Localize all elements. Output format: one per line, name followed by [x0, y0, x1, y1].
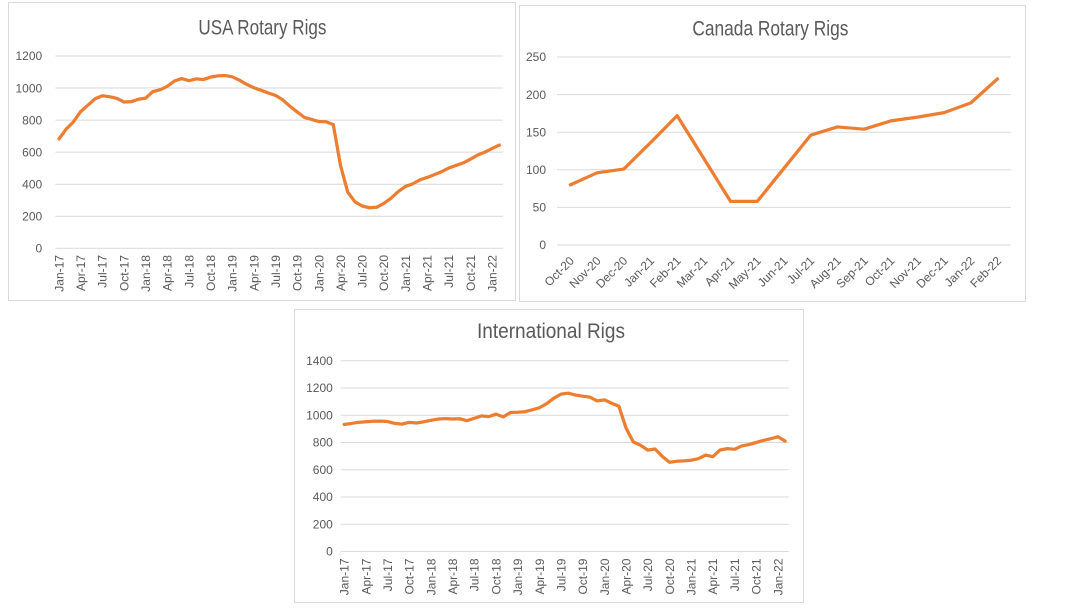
- svg-text:1200: 1200: [306, 381, 333, 395]
- svg-text:Oct-17: Oct-17: [117, 255, 131, 291]
- svg-text:Apr-18: Apr-18: [161, 255, 175, 291]
- svg-text:400: 400: [22, 177, 42, 191]
- svg-text:Oct-21: Oct-21: [464, 255, 478, 291]
- svg-text:Jan-17: Jan-17: [338, 558, 352, 595]
- svg-text:Jul-19: Jul-19: [554, 558, 568, 591]
- svg-text:1000: 1000: [306, 408, 333, 422]
- svg-text:Jan-21: Jan-21: [685, 558, 699, 595]
- svg-text:200: 200: [313, 517, 333, 531]
- svg-text:100: 100: [526, 163, 546, 177]
- svg-text:Jul-20: Jul-20: [641, 558, 655, 591]
- svg-text:Oct-20: Oct-20: [663, 558, 677, 594]
- svg-text:600: 600: [313, 463, 333, 477]
- svg-text:Jul-21: Jul-21: [728, 558, 742, 591]
- svg-text:1400: 1400: [306, 354, 333, 368]
- svg-text:Jan-22: Jan-22: [771, 558, 785, 595]
- svg-text:Oct-18: Oct-18: [489, 558, 503, 594]
- svg-text:0: 0: [326, 545, 333, 559]
- svg-text:Apr-19: Apr-19: [533, 558, 547, 594]
- svg-text:Apr-21: Apr-21: [706, 558, 720, 594]
- svg-text:Apr-18: Apr-18: [446, 558, 460, 594]
- svg-text:Jul-18: Jul-18: [468, 558, 482, 591]
- svg-text:Apr-17: Apr-17: [359, 558, 373, 594]
- svg-text:Apr-17: Apr-17: [74, 255, 88, 291]
- svg-text:Apr-21: Apr-21: [421, 255, 435, 291]
- svg-text:0: 0: [539, 238, 546, 252]
- svg-text:Jul-20: Jul-20: [356, 255, 370, 288]
- svg-text:600: 600: [22, 145, 42, 159]
- svg-text:Apr-19: Apr-19: [247, 255, 261, 291]
- svg-text:400: 400: [313, 490, 333, 504]
- svg-text:Jan-21: Jan-21: [399, 255, 413, 292]
- svg-text:Jul-21: Jul-21: [442, 255, 456, 288]
- svg-text:200: 200: [22, 209, 42, 223]
- svg-text:Jan-18: Jan-18: [424, 558, 438, 595]
- svg-text:Jan-18: Jan-18: [139, 255, 153, 292]
- svg-text:Jul-17: Jul-17: [96, 255, 110, 288]
- svg-text:1000: 1000: [15, 81, 42, 95]
- svg-text:Oct-19: Oct-19: [576, 558, 590, 594]
- svg-text:Apr-20: Apr-20: [620, 558, 634, 594]
- svg-text:Jan-17: Jan-17: [52, 255, 66, 292]
- svg-text:Jan-20: Jan-20: [312, 255, 326, 292]
- svg-text:USA Rotary Rigs: USA Rotary Rigs: [198, 16, 326, 39]
- svg-text:Apr-20: Apr-20: [334, 255, 348, 291]
- svg-text:Oct-19: Oct-19: [291, 255, 305, 291]
- svg-text:Jul-17: Jul-17: [381, 558, 395, 591]
- svg-text:Jul-18: Jul-18: [182, 255, 196, 288]
- svg-text:0: 0: [36, 242, 43, 256]
- svg-text:Canada Rotary Rigs: Canada Rotary Rigs: [692, 17, 848, 40]
- svg-text:Jul-19: Jul-19: [269, 255, 283, 288]
- svg-text:200: 200: [526, 88, 546, 102]
- svg-text:Jan-20: Jan-20: [598, 558, 612, 595]
- svg-text:Oct-21: Oct-21: [750, 558, 764, 594]
- svg-text:Jan-22: Jan-22: [485, 255, 499, 292]
- svg-text:Oct-18: Oct-18: [204, 255, 218, 291]
- svg-text:50: 50: [533, 201, 547, 215]
- svg-text:1200: 1200: [15, 49, 42, 63]
- svg-text:250: 250: [526, 50, 546, 64]
- svg-text:Jan-19: Jan-19: [226, 255, 240, 292]
- svg-text:International Rigs: International Rigs: [477, 320, 625, 343]
- svg-text:Oct-20: Oct-20: [377, 255, 391, 291]
- svg-text:800: 800: [22, 113, 42, 127]
- svg-text:Jan-19: Jan-19: [511, 558, 525, 595]
- svg-text:150: 150: [526, 125, 546, 139]
- svg-text:Oct-17: Oct-17: [403, 558, 417, 594]
- svg-text:800: 800: [313, 436, 333, 450]
